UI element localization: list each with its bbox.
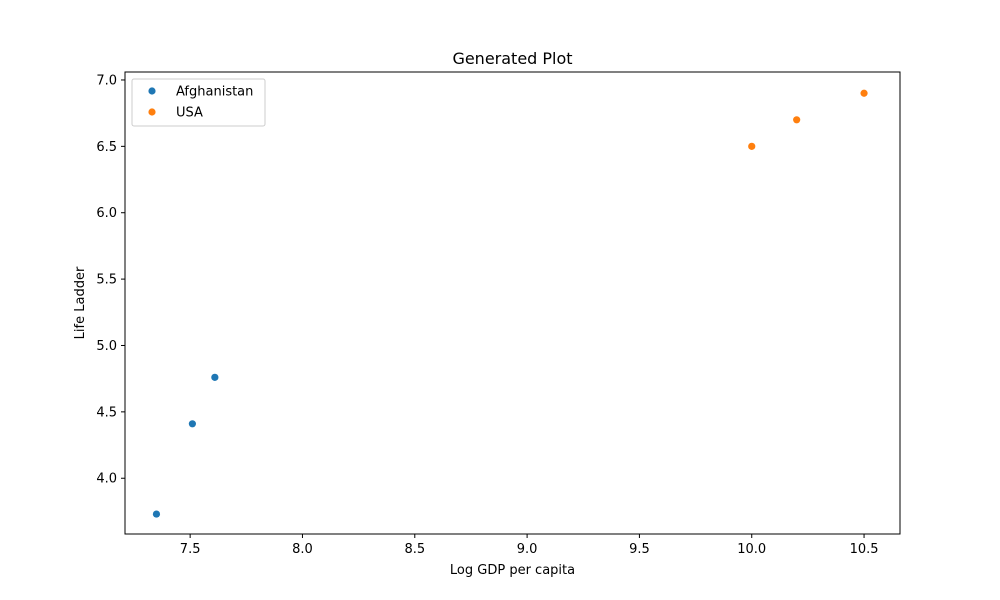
- y-tick-label: 4.0: [96, 472, 117, 487]
- x-axis-ticks: 7.5 8.0 8.5 9.0 9.5 10.0 10.5: [180, 534, 879, 557]
- legend-label: USA: [176, 106, 203, 121]
- data-point: [793, 116, 801, 124]
- data-point: [860, 89, 868, 97]
- x-tick-label: 8.5: [404, 542, 425, 557]
- legend-label: Afghanistan: [176, 85, 253, 100]
- y-tick-label: 7.0: [96, 73, 117, 88]
- axes-frame: [124, 71, 901, 535]
- legend-marker: [148, 108, 156, 116]
- x-tick-label: 7.5: [180, 542, 201, 557]
- y-tick-label: 5.5: [96, 273, 117, 288]
- chart-title: Generated Plot: [452, 49, 572, 68]
- data-point: [748, 142, 756, 150]
- legend: Afghanistan USA: [131, 78, 266, 127]
- x-tick-label: 9.0: [517, 542, 538, 557]
- legend-box: [131, 78, 266, 127]
- x-tick-label: 10.0: [737, 542, 766, 557]
- legend-marker: [148, 87, 156, 95]
- y-axis-label: Life Ladder: [73, 266, 88, 339]
- y-tick-label: 6.5: [96, 140, 117, 155]
- x-tick-label: 10.5: [850, 542, 879, 557]
- y-tick-label: 4.5: [96, 405, 117, 420]
- data-point: [152, 510, 161, 518]
- data-points: [152, 89, 868, 518]
- data-point: [188, 420, 196, 428]
- data-point: [211, 373, 219, 381]
- plot-area: [124, 71, 901, 535]
- y-tick-label: 5.0: [96, 339, 117, 354]
- x-axis-label: Log GDP per capita: [450, 563, 575, 578]
- x-tick-label: 8.0: [292, 542, 313, 557]
- y-axis-ticks: 4.0 4.5 5.0 5.5 6.0 6.5 7.0: [96, 73, 125, 487]
- x-tick-label: 9.5: [629, 542, 650, 557]
- y-tick-label: 6.0: [96, 206, 117, 221]
